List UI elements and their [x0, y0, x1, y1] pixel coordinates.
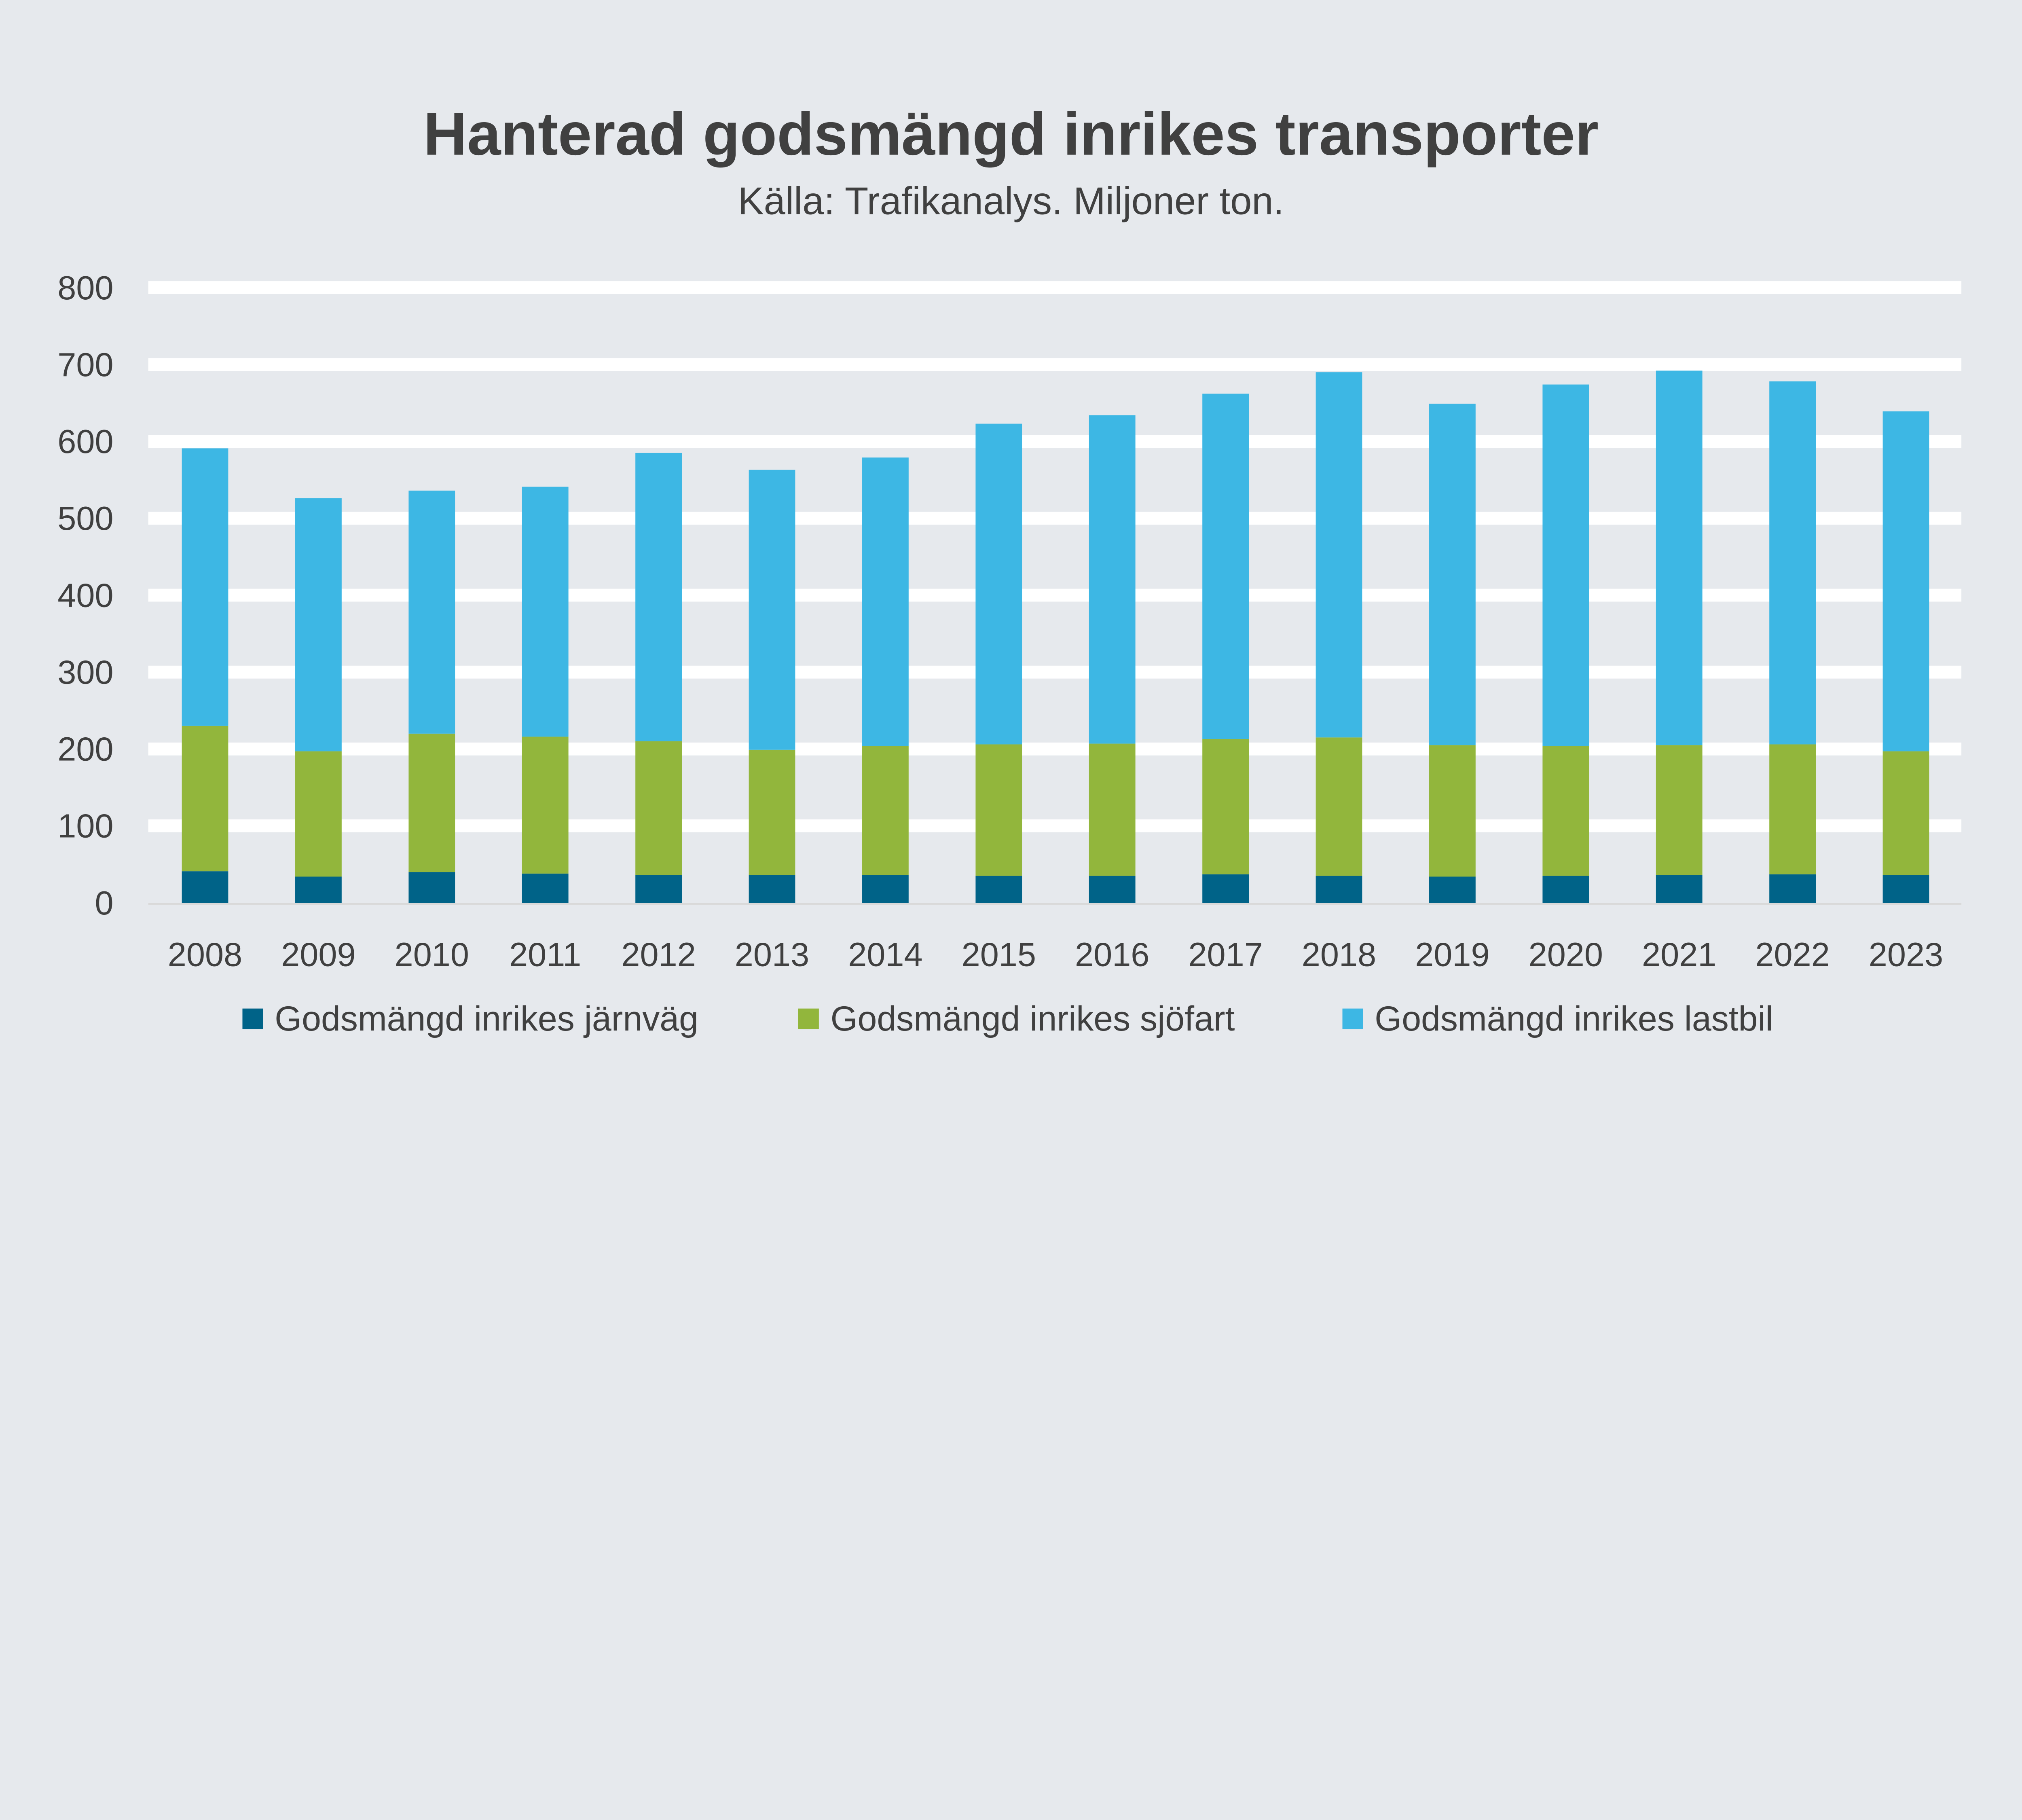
x-tick-label: 2013	[735, 935, 809, 973]
chart-title: Hanterad godsmängd inrikes transporter	[423, 100, 1599, 168]
bar-segment-0	[1769, 874, 1816, 903]
x-tick-label: 2016	[1075, 935, 1149, 973]
x-tick-label: 2009	[281, 935, 355, 973]
bar-segment-2	[1316, 372, 1362, 738]
gridline	[148, 281, 1962, 294]
bar-segment-1	[1202, 739, 1249, 874]
y-tick-label: 100	[57, 807, 113, 845]
y-axis: 0 100 200 300 400 500 600 700 800	[57, 269, 113, 922]
bar-segment-0	[1316, 876, 1362, 903]
x-axis-line	[148, 903, 1962, 905]
bar-segment-0	[1882, 875, 1929, 903]
bar-segment-1	[1542, 746, 1589, 876]
bar-segment-2	[1656, 370, 1703, 745]
x-tick-label: 2010	[395, 935, 469, 973]
x-tick-label: 2018	[1302, 935, 1376, 973]
bar-segment-1	[635, 741, 682, 875]
x-tick-label: 2008	[168, 935, 242, 973]
bar-segment-2	[408, 491, 455, 734]
bar-segment-2	[1542, 384, 1589, 746]
x-tick-label: 2014	[848, 935, 922, 973]
x-tick-label: 2011	[509, 935, 581, 973]
legend-swatch	[242, 1008, 263, 1029]
bar-segment-0	[749, 875, 795, 903]
bar-segment-1	[1429, 745, 1476, 877]
bar-segment-0	[1429, 876, 1476, 903]
x-tick-label: 2019	[1415, 935, 1489, 973]
bar-segment-2	[1429, 404, 1476, 745]
x-axis: 2008 2009 2010 2011 2012 2013 2014 2015 2016 2017…	[168, 935, 1943, 973]
bar-segment-1	[1089, 743, 1136, 876]
bar-segment-2	[1882, 411, 1929, 751]
bar-segment-1	[295, 751, 342, 877]
legend-label: Godsmängd inrikes järnväg	[275, 999, 698, 1038]
y-tick-label: 300	[57, 653, 113, 691]
y-tick-label: 800	[57, 269, 113, 307]
y-tick-label: 500	[57, 499, 113, 537]
x-tick-label: 2021	[1642, 935, 1716, 973]
bar-segment-2	[1202, 394, 1249, 739]
bar-segment-0	[635, 875, 682, 903]
bar-segment-1	[975, 744, 1022, 876]
y-tick-label: 200	[57, 730, 113, 768]
x-tick-label: 2022	[1755, 935, 1830, 973]
x-tick-label: 2015	[962, 935, 1036, 973]
bar-segment-1	[749, 749, 795, 875]
x-tick-label: 2012	[621, 935, 696, 973]
gridline	[148, 358, 1962, 371]
bar-segment-2	[635, 453, 682, 741]
bar-segment-2	[522, 487, 569, 737]
bar-segment-0	[1202, 874, 1249, 903]
y-tick-label: 400	[57, 576, 113, 614]
bar-segment-2	[1769, 381, 1816, 745]
x-tick-label: 2023	[1869, 935, 1943, 973]
bar-segment-0	[295, 876, 342, 903]
bar-segment-2	[1089, 415, 1136, 744]
legend-label: Godsmängd inrikes lastbil	[1375, 999, 1773, 1038]
bar-segment-0	[522, 873, 569, 903]
bar-segment-0	[408, 872, 455, 903]
x-tick-label: 2020	[1529, 935, 1603, 973]
y-tick-label: 700	[57, 346, 113, 383]
bar-segment-1	[182, 726, 228, 872]
bar-segment-1	[862, 746, 909, 875]
bar-segment-1	[1769, 744, 1816, 874]
y-tick-label: 0	[95, 884, 114, 922]
bars	[182, 370, 1929, 903]
bar-segment-0	[862, 875, 909, 903]
bar-segment-2	[975, 423, 1022, 745]
legend-swatch	[1342, 1008, 1363, 1029]
bar-segment-2	[749, 470, 795, 750]
bar-segment-0	[1656, 875, 1703, 903]
stacked-bar-chart: Hanterad godsmängd inrikes transporter K…	[57, 99, 1962, 1038]
bar-segment-1	[1882, 751, 1929, 875]
bar-segment-2	[182, 448, 228, 726]
bar-segment-1	[408, 733, 455, 872]
bar-segment-0	[1089, 876, 1136, 903]
y-tick-label: 600	[57, 423, 113, 460]
bar-segment-1	[522, 736, 569, 874]
bar-segment-1	[1316, 737, 1362, 876]
bar-segment-2	[295, 498, 342, 751]
legend-swatch	[798, 1008, 819, 1029]
bar-segment-0	[1542, 876, 1589, 903]
x-tick-label: 2017	[1188, 935, 1263, 973]
chart-subtitle: Källa: Trafikanalys. Miljoner ton.	[738, 179, 1284, 222]
bar-segment-2	[862, 457, 909, 746]
bar-segment-0	[182, 871, 228, 903]
bar-segment-0	[975, 876, 1022, 903]
bar-segment-1	[1656, 745, 1703, 875]
legend-label: Godsmängd inrikes sjöfart	[831, 999, 1235, 1038]
legend: Godsmängd inrikes järnväg Godsmängd inrik…	[242, 999, 1773, 1038]
